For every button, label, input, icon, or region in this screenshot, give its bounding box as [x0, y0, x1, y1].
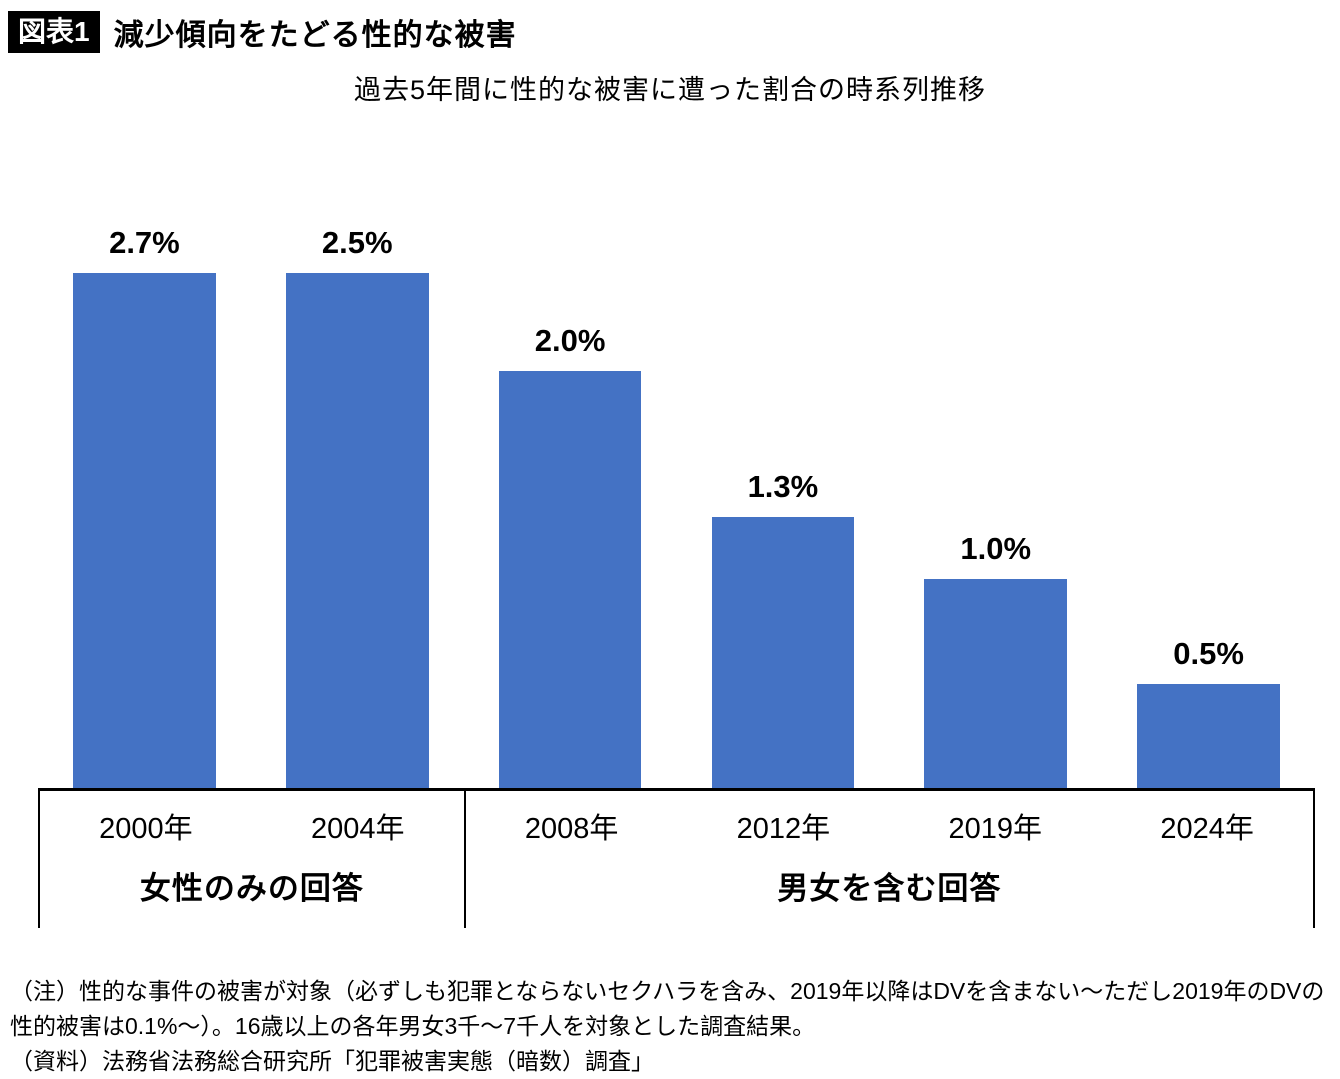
bar-column: 0.5% — [1102, 225, 1315, 788]
note-text: （注）性的な事件の被害が対象（必ずしも犯罪とならないセクハラを含み、2019年以… — [10, 978, 1325, 1039]
bar — [924, 579, 1068, 788]
bar-column: 1.0% — [889, 225, 1102, 788]
bar-value-label: 2.7% — [109, 225, 180, 260]
bar-column: 2.7% — [38, 225, 251, 788]
bar — [1137, 684, 1280, 788]
axis-year-label: 2000年 — [99, 813, 193, 845]
axis-group: 2000年 2004年女性のみの回答 — [38, 791, 466, 928]
figure-title: 減少傾向をたどる性的な被害 — [113, 19, 517, 52]
bar-value-label: 1.0% — [960, 531, 1032, 566]
bar — [711, 517, 855, 788]
footnotes: （注）性的な事件の被害が対象（必ずしも犯罪とならないセクハラを含み、2019年以… — [10, 974, 1328, 1079]
bar-column: 2.0% — [464, 225, 677, 788]
bar — [285, 273, 429, 788]
source-text: （資料）法務省法務総合研究所「犯罪被害実態（暗数）調査」 — [10, 1048, 654, 1074]
figure-header: 図表1 減少傾向をたどる性的な被害 — [0, 0, 1340, 54]
plot-area: 2.7% 2.5% 2.0% 1.3% 1.0% 0.5% — [38, 225, 1315, 788]
axis-group-label: 男女を含む回答 — [777, 871, 1002, 906]
bar-value-label: 0.5% — [1173, 636, 1244, 671]
axis-years-row: 2000年 2004年 — [40, 791, 464, 847]
axis-year-label: 2019年 — [948, 813, 1042, 845]
bar-column: 2.5% — [251, 225, 464, 788]
axis-year-label: 2008年 — [524, 813, 619, 845]
figure-tag: 図表1 — [8, 11, 100, 53]
x-axis: 2000年 2004年女性のみの回答 2008年 2012年 2019年 2024年男女を… — [38, 788, 1315, 928]
bar-column: 1.3% — [676, 225, 889, 788]
bar-value-label: 2.5% — [321, 225, 393, 260]
axis-year-label: 2024年 — [1160, 813, 1254, 845]
bar — [73, 273, 216, 788]
axis-year-label: 2012年 — [736, 813, 831, 845]
axis-year-label: 2004年 — [311, 813, 405, 845]
bar-value-label: 2.0% — [534, 323, 606, 358]
axis-group-label: 女性のみの回答 — [139, 871, 364, 906]
bar-value-label: 1.3% — [747, 469, 819, 504]
axis-years-row: 2008年 2012年 2019年 2024年 — [466, 791, 1313, 847]
bar — [498, 371, 642, 788]
chart-title: 過去5年間に性的な被害に遭った割合の時系列推移 — [353, 75, 986, 105]
axis-group: 2008年 2012年 2019年 2024年男女を含む回答 — [466, 791, 1315, 928]
